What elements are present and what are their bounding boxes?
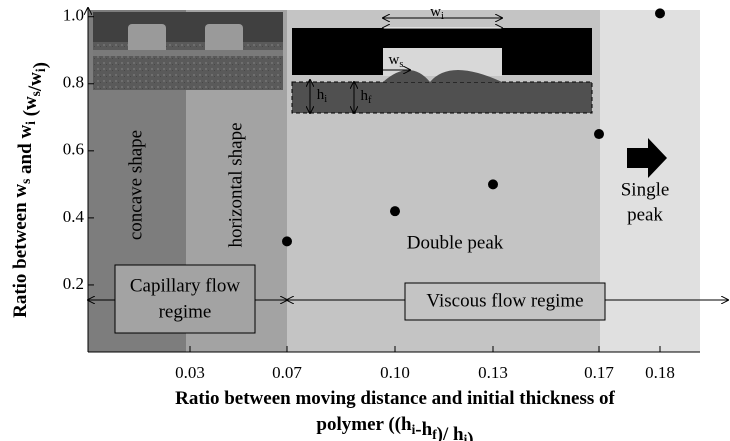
y-axis-label-part: (w: [20, 96, 41, 121]
point: [594, 129, 604, 140]
inset-label-part: h: [361, 88, 369, 104]
inset-label-part: w: [389, 52, 400, 68]
inset-label-sub: i: [324, 94, 327, 105]
region-single: [600, 10, 700, 352]
x-axis-label-part: ): [467, 429, 473, 441]
point: [282, 236, 292, 247]
inset-label: hf: [361, 88, 373, 106]
x-axis-label-sub: f: [432, 427, 437, 441]
y-axis-label-part: and w: [15, 125, 36, 179]
point: [655, 8, 665, 19]
single-peak-label: Single: [621, 179, 670, 200]
y-axis-label: Ratio between ws and wi (ws/wi): [10, 62, 51, 318]
concave-label: concave shape: [125, 130, 146, 240]
y-axis-label-sub: s: [18, 179, 33, 184]
x-tick-label: 0.18: [645, 363, 675, 382]
capillary-label: Capillary flow: [130, 275, 241, 296]
inset-diagram: [291, 18, 593, 113]
y-tick-label: 1.0: [63, 6, 84, 25]
inset-label-part: w: [430, 4, 441, 20]
inset-label-part: h: [317, 87, 325, 103]
x-tick-label: 0.07: [272, 363, 302, 382]
horizontal-label: horizontal shape: [225, 122, 246, 247]
y-tick-label: 0.2: [63, 274, 84, 293]
inset-label: ws: [389, 52, 404, 70]
y-axis-label-sub: s: [28, 91, 43, 96]
single-peak-label: peak: [627, 204, 663, 225]
inset-label-sub: s: [399, 59, 403, 70]
x-axis-label-sub: i: [464, 432, 468, 441]
x-tick-label: 0.17: [584, 363, 614, 382]
y-axis-label-sub: i: [23, 121, 38, 125]
inset-label-sub: i: [441, 11, 444, 22]
x-tick-label: 0.03: [175, 363, 205, 382]
capillary-box: [114, 264, 256, 334]
inset-label-sub: f: [368, 95, 372, 106]
x-axis-label-sub: i: [412, 422, 416, 437]
y-axis-label-part: Ratio between w: [10, 184, 31, 318]
viscous-label: Viscous flow regime: [426, 290, 583, 311]
y-axis-label-part: ): [30, 62, 51, 68]
x-axis-label-part: Ratio between moving distance and initia…: [175, 388, 615, 409]
capillary-label: regime: [159, 301, 212, 322]
y-tick-label: 0.4: [63, 207, 85, 226]
inset-photo: [93, 12, 283, 90]
x-axis-label: Ratio between moving distance and initia…: [175, 388, 615, 409]
y-tick-label: 0.8: [63, 73, 84, 92]
x-tick-label: 0.10: [380, 363, 410, 382]
y-tick-label: 0.6: [63, 140, 84, 159]
x-axis-label-part: polymer ((h: [316, 414, 412, 435]
point: [488, 179, 498, 190]
x-axis-label-part: )/ h: [437, 424, 464, 441]
double-peak-label: Double peak: [407, 232, 504, 253]
y-axis-label-part: /w: [25, 72, 46, 92]
y-axis-label-sub: i: [33, 68, 48, 72]
viscous-box: [404, 282, 606, 321]
x-tick-label: 0.13: [478, 363, 508, 382]
x-axis-label-part: -h: [415, 419, 432, 440]
x-axis-label: polymer ((hi-hf)/ hi): [316, 414, 473, 441]
point: [390, 206, 400, 217]
inset-label: hi: [317, 87, 328, 105]
single-arrow: [627, 138, 667, 178]
inset-label: wi: [430, 4, 444, 22]
